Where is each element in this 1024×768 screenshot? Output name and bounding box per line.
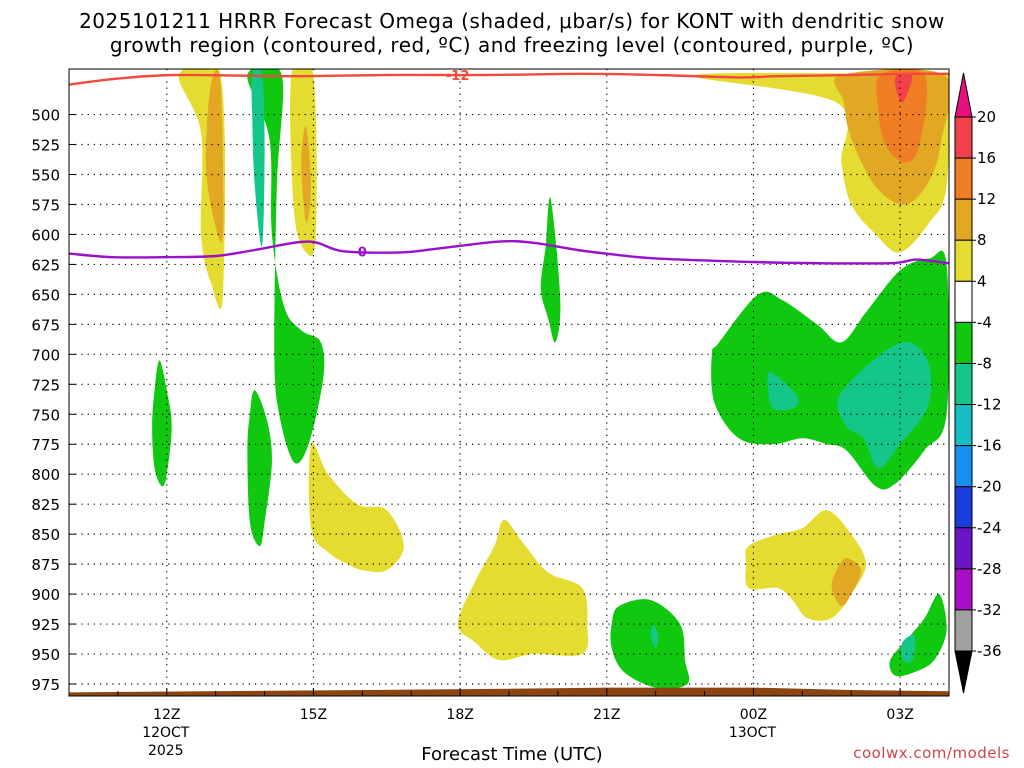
y-tick-label: 725 xyxy=(31,376,60,394)
x-tick-label: 15Z xyxy=(300,707,327,723)
y-tick-label: 975 xyxy=(31,676,60,694)
omega-region-1 xyxy=(205,70,224,243)
omega-region-20 xyxy=(610,599,690,689)
chart-title-line2: growth region (contoured, red, ºC) and f… xyxy=(109,33,915,57)
freezing-level-0C-label: 0 xyxy=(358,246,367,261)
colorbar-bin xyxy=(954,157,973,200)
colorbar-tick-label: 4 xyxy=(977,272,987,290)
x-tick-sublabel: 13OCT xyxy=(729,725,777,741)
site-credit: coolwx.com/models xyxy=(853,744,1010,762)
colorbar-bin xyxy=(954,239,973,282)
colorbar-tick-label: 8 xyxy=(977,231,987,249)
omega-region-9 xyxy=(251,69,265,247)
colorbar-tick-label: -8 xyxy=(977,354,992,372)
colorbar-tick-label: -16 xyxy=(977,437,1002,455)
x-tick-label: 12Z xyxy=(153,707,180,723)
y-tick-label: 700 xyxy=(31,346,60,364)
dendritic-growth-min12C-label: -12 xyxy=(446,69,470,84)
colorbar-tick-label: 16 xyxy=(977,149,996,167)
colorbar-bin xyxy=(954,404,973,447)
colorbar-bin xyxy=(954,362,973,406)
y-tick-label: 850 xyxy=(31,526,60,544)
colorbar-tick-label: 20 xyxy=(977,108,996,126)
omega-shading xyxy=(152,69,949,689)
y-tick-label: 800 xyxy=(31,466,60,484)
freezing-level-0C-line xyxy=(69,239,949,265)
omega-region-3 xyxy=(301,126,311,223)
colorbar-tick-label: -24 xyxy=(977,519,1002,537)
omega-region-7 xyxy=(894,72,913,103)
y-tick-label: 550 xyxy=(31,166,60,184)
omega-region-17 xyxy=(457,519,589,661)
x-axis-title: Forecast Time (UTC) xyxy=(421,744,603,765)
omega-region-14 xyxy=(767,372,799,411)
colorbar-tick-label: -28 xyxy=(977,560,1002,578)
colorbar-top-extend xyxy=(954,72,973,118)
y-tick-label: 950 xyxy=(31,646,60,664)
chart-title-line1: 2025101211 HRRR Forecast Omega (shaded, … xyxy=(79,9,945,33)
y-tick-label: 600 xyxy=(31,226,60,244)
x-tick-sublabel: 2025 xyxy=(148,743,184,759)
y-tick-label: 500 xyxy=(31,107,60,125)
y-tick-label: 925 xyxy=(31,616,60,634)
y-tick-label: 775 xyxy=(31,436,60,454)
dendritic-growth-min12C-line xyxy=(69,72,949,86)
colorbar: 20 16 12 8 4 -4 -8 -12 -16 -20 -24 -28 -32 -36 xyxy=(954,72,1002,694)
colorbar-bin xyxy=(954,280,973,323)
colorbar-tick-label: -36 xyxy=(977,642,1002,660)
colorbar-bin xyxy=(954,568,973,611)
colorbar-tick-label: 12 xyxy=(977,190,996,208)
x-tick-label: 18Z xyxy=(446,707,473,723)
x-tick-label: 03Z xyxy=(886,707,913,723)
y-tick-label: 675 xyxy=(31,316,60,334)
x-tick-sublabel: 12OCT xyxy=(142,725,190,741)
omega-region-10 xyxy=(540,197,561,343)
colorbar-bin xyxy=(954,486,973,529)
omega-region-16 xyxy=(308,442,404,573)
x-tick-label: 21Z xyxy=(593,707,620,723)
colorbar-tick-label: -12 xyxy=(977,396,1002,414)
omega-region-6 xyxy=(876,69,927,163)
y-tick-label: 825 xyxy=(31,496,60,514)
x-tick-label: 00Z xyxy=(740,707,767,723)
colorbar-bin xyxy=(954,609,973,652)
y-tick-label: 650 xyxy=(31,286,60,304)
y-tick-label: 525 xyxy=(31,137,60,155)
colorbar-bin xyxy=(954,321,973,364)
colorbar-bin xyxy=(954,198,973,241)
omega-region-12 xyxy=(247,390,272,547)
omega-region-8 xyxy=(247,69,325,464)
colorbar-bin xyxy=(954,116,973,159)
colorbar-bottom-extend xyxy=(954,650,973,694)
y-tick-label: 875 xyxy=(31,556,60,574)
y-tick-label: 750 xyxy=(31,406,60,424)
contour-lines: -12 0 xyxy=(69,69,949,265)
y-tick-label: 625 xyxy=(31,256,60,274)
colorbar-tick-label: -32 xyxy=(977,601,1002,619)
y-tick-label: 900 xyxy=(31,586,60,604)
omega-region-23 xyxy=(901,635,916,663)
y-axis: 500 525 550 575 600 625 650 675 700 725 750 775 800 8… xyxy=(31,107,76,694)
colorbar-tick-label: -4 xyxy=(977,313,992,331)
colorbar-tick-label: -20 xyxy=(977,478,1002,496)
colorbar-bin xyxy=(954,527,973,570)
y-tick-label: 575 xyxy=(31,196,60,214)
x-axis: 12Z 12OCT 2025 15Z 18Z 21Z 00Z 13OCT 03Z xyxy=(68,688,950,759)
omega-region-21 xyxy=(650,624,659,648)
omega-region-15 xyxy=(837,341,932,469)
colorbar-bin xyxy=(954,445,973,488)
